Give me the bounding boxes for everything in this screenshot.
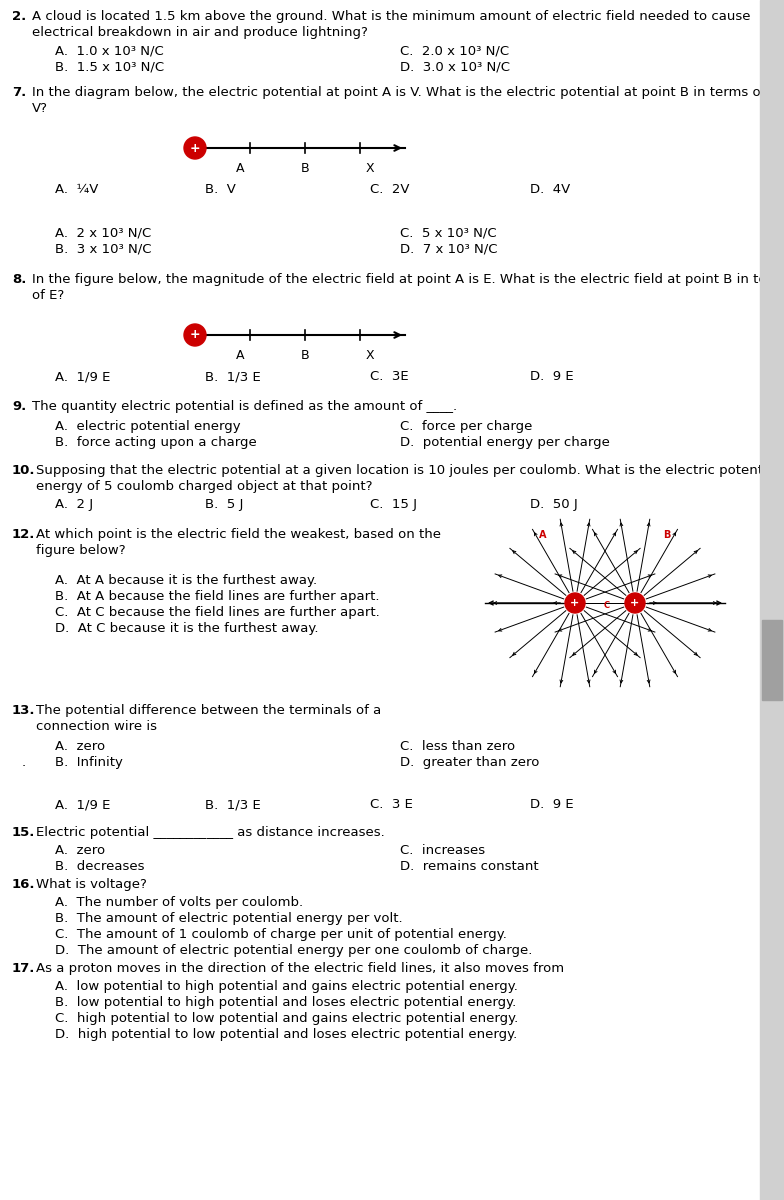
Text: A.  1/9 E: A. 1/9 E bbox=[55, 370, 111, 383]
Text: D.  At C because it is the furthest away.: D. At C because it is the furthest away. bbox=[55, 622, 318, 635]
Text: figure below?: figure below? bbox=[36, 544, 125, 557]
Text: A.  The number of volts per coulomb.: A. The number of volts per coulomb. bbox=[55, 896, 303, 910]
Text: D.  remains constant: D. remains constant bbox=[400, 860, 539, 874]
Text: 12.: 12. bbox=[12, 528, 35, 541]
Text: B.  1/3 E: B. 1/3 E bbox=[205, 798, 261, 811]
Text: +: + bbox=[630, 598, 640, 608]
Text: A.  electric potential energy: A. electric potential energy bbox=[55, 420, 241, 433]
Text: What is voltage?: What is voltage? bbox=[36, 878, 147, 890]
Text: 7.: 7. bbox=[12, 86, 26, 98]
Text: A: A bbox=[236, 162, 245, 175]
Text: B.  Infinity: B. Infinity bbox=[55, 756, 123, 769]
Text: B.  low potential to high potential and loses electric potential energy.: B. low potential to high potential and l… bbox=[55, 996, 516, 1009]
Text: A: A bbox=[539, 530, 546, 540]
Text: C: C bbox=[604, 600, 610, 610]
Text: The potential difference between the terminals of a: The potential difference between the ter… bbox=[36, 704, 381, 716]
Text: C.  At C because the field lines are further apart.: C. At C because the field lines are furt… bbox=[55, 606, 379, 619]
Bar bbox=[762, 620, 782, 700]
Text: B: B bbox=[301, 162, 310, 175]
Text: +: + bbox=[571, 598, 579, 608]
Text: A.  At A because it is the furthest away.: A. At A because it is the furthest away. bbox=[55, 574, 317, 587]
Text: C.  5 x 10³ N/C: C. 5 x 10³ N/C bbox=[400, 227, 496, 240]
Text: B.  3 x 10³ N/C: B. 3 x 10³ N/C bbox=[55, 242, 151, 256]
Text: 13.: 13. bbox=[12, 704, 35, 716]
Text: A.  zero: A. zero bbox=[55, 740, 105, 754]
Text: A.  low potential to high potential and gains electric potential energy.: A. low potential to high potential and g… bbox=[55, 980, 518, 994]
Text: B.  V: B. V bbox=[205, 182, 236, 196]
Text: electrical breakdown in air and produce lightning?: electrical breakdown in air and produce … bbox=[32, 26, 368, 38]
Text: D.  50 J: D. 50 J bbox=[530, 498, 578, 511]
Text: C.  force per charge: C. force per charge bbox=[400, 420, 532, 433]
Text: 16.: 16. bbox=[12, 878, 35, 890]
Text: A.  2 J: A. 2 J bbox=[55, 498, 93, 511]
Text: X: X bbox=[365, 349, 374, 362]
Text: .: . bbox=[22, 756, 26, 769]
Text: D.  greater than zero: D. greater than zero bbox=[400, 756, 539, 769]
Text: In the figure below, the magnitude of the electric field at point A is E. What i: In the figure below, the magnitude of th… bbox=[32, 272, 784, 286]
Circle shape bbox=[625, 593, 645, 613]
Text: energy of 5 coulomb charged object at that point?: energy of 5 coulomb charged object at th… bbox=[36, 480, 372, 493]
Text: 15.: 15. bbox=[12, 826, 35, 839]
Text: C.  increases: C. increases bbox=[400, 844, 485, 857]
Text: A.  ¼V: A. ¼V bbox=[55, 182, 98, 196]
Text: D.  7 x 10³ N/C: D. 7 x 10³ N/C bbox=[400, 242, 498, 256]
Text: Supposing that the electric potential at a given location is 10 joules per coulo: Supposing that the electric potential at… bbox=[36, 464, 779, 476]
Text: 8.: 8. bbox=[12, 272, 27, 286]
Text: B.  1/3 E: B. 1/3 E bbox=[205, 370, 261, 383]
Text: D.  high potential to low potential and loses electric potential energy.: D. high potential to low potential and l… bbox=[55, 1028, 517, 1040]
Text: The quantity electric potential is defined as the amount of ____.: The quantity electric potential is defin… bbox=[32, 400, 457, 413]
Text: C.  2.0 x 10³ N/C: C. 2.0 x 10³ N/C bbox=[400, 44, 509, 56]
Text: D.  3.0 x 10³ N/C: D. 3.0 x 10³ N/C bbox=[400, 60, 510, 73]
Text: 9.: 9. bbox=[12, 400, 26, 413]
Text: of E?: of E? bbox=[32, 289, 64, 302]
Circle shape bbox=[184, 137, 206, 158]
Text: B.  At A because the field lines are further apart.: B. At A because the field lines are furt… bbox=[55, 590, 379, 602]
Text: Electric potential ____________ as distance increases.: Electric potential ____________ as dista… bbox=[36, 826, 385, 839]
Text: B.  force acting upon a charge: B. force acting upon a charge bbox=[55, 436, 256, 449]
Text: A: A bbox=[236, 349, 245, 362]
Text: connection wire is: connection wire is bbox=[36, 720, 157, 733]
Text: A.  1/9 E: A. 1/9 E bbox=[55, 798, 111, 811]
Text: V?: V? bbox=[32, 102, 48, 115]
Text: D.  The amount of electric potential energy per one coulomb of charge.: D. The amount of electric potential ener… bbox=[55, 944, 532, 958]
Text: B.  1.5 x 10³ N/C: B. 1.5 x 10³ N/C bbox=[55, 60, 164, 73]
Text: C.  15 J: C. 15 J bbox=[370, 498, 417, 511]
Text: C.  The amount of 1 coulomb of charge per unit of potential energy.: C. The amount of 1 coulomb of charge per… bbox=[55, 928, 507, 941]
Text: A.  zero: A. zero bbox=[55, 844, 105, 857]
Text: C.  3E: C. 3E bbox=[370, 370, 408, 383]
Text: C.  high potential to low potential and gains electric potential energy.: C. high potential to low potential and g… bbox=[55, 1012, 518, 1025]
Circle shape bbox=[565, 593, 585, 613]
Text: X: X bbox=[365, 162, 374, 175]
Text: B.  5 J: B. 5 J bbox=[205, 498, 243, 511]
Text: At which point is the electric field the weakest, based on the: At which point is the electric field the… bbox=[36, 528, 441, 541]
Text: D.  9 E: D. 9 E bbox=[530, 370, 574, 383]
Text: A.  1.0 x 10³ N/C: A. 1.0 x 10³ N/C bbox=[55, 44, 164, 56]
Text: B: B bbox=[663, 530, 670, 540]
Text: D.  4V: D. 4V bbox=[530, 182, 570, 196]
Circle shape bbox=[184, 324, 206, 346]
Text: B.  decreases: B. decreases bbox=[55, 860, 144, 874]
Text: C.  less than zero: C. less than zero bbox=[400, 740, 515, 754]
Text: D.  potential energy per charge: D. potential energy per charge bbox=[400, 436, 610, 449]
Text: A cloud is located 1.5 km above the ground. What is the minimum amount of electr: A cloud is located 1.5 km above the grou… bbox=[32, 10, 750, 23]
Text: 10.: 10. bbox=[12, 464, 35, 476]
Bar bbox=[760, 0, 784, 1200]
Text: C.  3 E: C. 3 E bbox=[370, 798, 413, 811]
Text: D.  9 E: D. 9 E bbox=[530, 798, 574, 811]
Text: +: + bbox=[190, 142, 201, 155]
Text: As a proton moves in the direction of the electric field lines, it also moves fr: As a proton moves in the direction of th… bbox=[36, 962, 564, 974]
Text: B: B bbox=[301, 349, 310, 362]
Text: In the diagram below, the electric potential at point A is V. What is the electr: In the diagram below, the electric poten… bbox=[32, 86, 765, 98]
Text: 2.: 2. bbox=[12, 10, 26, 23]
Text: C.  2V: C. 2V bbox=[370, 182, 409, 196]
Text: +: + bbox=[190, 329, 201, 342]
Text: 17.: 17. bbox=[12, 962, 35, 974]
Text: B.  The amount of electric potential energy per volt.: B. The amount of electric potential ener… bbox=[55, 912, 403, 925]
Text: A.  2 x 10³ N/C: A. 2 x 10³ N/C bbox=[55, 227, 151, 240]
